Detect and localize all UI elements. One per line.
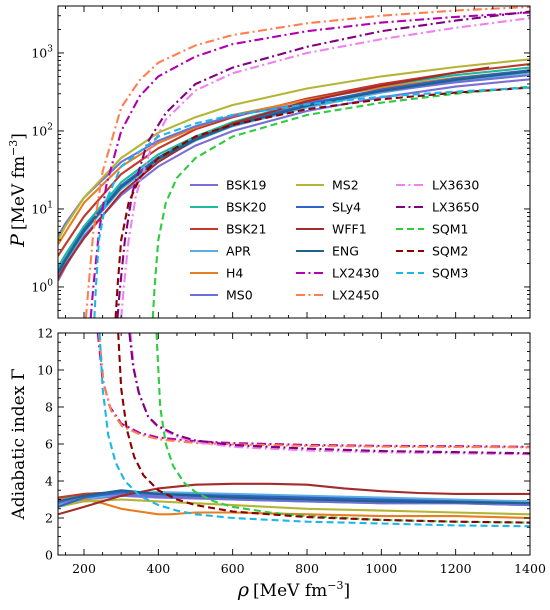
adiabatic-line-lx2450: [97, 333, 530, 449]
adiabatic-y-tick-label: 8: [45, 400, 53, 415]
adiabatic-series-lines: [58, 333, 530, 528]
legend-label-bsk19: BSK19: [226, 178, 266, 193]
adiabatic-y-tick-label: 0: [45, 548, 53, 563]
density-x-tick-label: 1000: [365, 561, 397, 576]
adiabatic-line-lx3630: [129, 333, 530, 456]
adiabatic-x-ticks: 200 400 600 800 1000 1200 1400: [64, 333, 546, 576]
pressure-line-sqm1: [151, 85, 530, 318]
pressure-line-h4: [58, 69, 530, 246]
density-x-tick-label: 800: [295, 561, 319, 576]
legend-label-lx3650: LX3650: [432, 200, 479, 215]
pressure-y-tick-label: 100: [31, 278, 53, 294]
legend-label-bsk21: BSK21: [226, 222, 266, 237]
legend-label-sly4: SLy4: [332, 200, 361, 215]
legend-label-sqm1: SQM1: [432, 222, 469, 237]
legend: BSK19 BSK20 BSK21 APR H4 MS0 MS2 SLy4 WFF1 ENG LX2…: [190, 178, 479, 303]
pressure-line-ms2: [58, 58, 530, 241]
adiabatic-line-wff1: [58, 482, 530, 516]
adiabatic-line-sqm1: [155, 333, 530, 524]
legend-label-ms2: MS2: [332, 178, 359, 193]
pressure-panel: 100 101 102 103 BSK19 BSK20 BSK21 APR H4 MS0 MS2 S…: [7, 5, 531, 319]
legend-label-h4: H4: [226, 266, 243, 281]
pressure-y-ticks: 100 101 102 103: [31, 5, 530, 319]
density-x-axis-title: ρ [MeV fm−3]: [237, 579, 350, 601]
adiabatic-y-ticks: 0 2 4 6 8 10 12: [37, 326, 530, 563]
pressure-line-sqm3: [93, 86, 530, 318]
pressure-line-lx2430: [89, 11, 530, 318]
pressure-line-bsk21: [58, 63, 530, 257]
adiabatic-line-apr: [58, 491, 530, 507]
pressure-line-bsk20: [58, 66, 530, 268]
legend-label-sqm3: SQM3: [432, 266, 469, 281]
legend-label-lx2430: LX2430: [332, 266, 379, 281]
pressure-line-eng: [58, 70, 530, 274]
adiabatic-y-tick-label: 4: [45, 474, 53, 489]
adiabatic-line-ms2: [58, 498, 530, 516]
pressure-y-axis-title: P[MeV fm−3]: [7, 133, 29, 248]
density-x-tick-label: 400: [146, 561, 170, 576]
pressure-y-tick-label: 103: [31, 44, 53, 60]
adiabatic-line-sly4: [58, 491, 530, 508]
legend-label-apr: APR: [226, 244, 251, 259]
pressure-series-lines: [58, 6, 530, 318]
pressure-x-ticks: [64, 6, 531, 318]
adiabatic-y-tick-label: 2: [45, 511, 53, 526]
adiabatic-y-axis-title: Adiabatic index Γ: [9, 368, 29, 520]
density-x-tick-label: 200: [72, 561, 96, 576]
density-x-tick-label: 1400: [514, 561, 546, 576]
density-x-tick-label: 600: [221, 561, 245, 576]
legend-label-wff1: WFF1: [332, 222, 367, 237]
pressure-line-lx3650: [116, 10, 530, 318]
adiabatic-line-sqm2: [117, 333, 530, 524]
legend-label-bsk20: BSK20: [226, 200, 266, 215]
adiabatic-line-lx3650: [128, 333, 530, 455]
adiabatic-y-tick-label: 12: [37, 326, 53, 341]
pressure-y-tick-label: 102: [31, 122, 53, 138]
adiabatic-line-sqm3: [98, 333, 530, 528]
legend-label-ms0: MS0: [226, 288, 253, 303]
adiabatic-line-lx2430: [96, 333, 530, 448]
pressure-y-tick-label: 101: [31, 200, 53, 216]
pressure-line-lx3630: [120, 17, 530, 318]
pressure-line-sqm2: [114, 86, 530, 318]
pressure-line-lx2450: [84, 6, 530, 318]
adiabatic-line-eng: [58, 489, 530, 505]
legend-label-eng: ENG: [332, 244, 359, 259]
legend-label-sqm2: SQM2: [432, 244, 469, 259]
adiabatic-y-tick-label: 10: [37, 363, 53, 378]
adiabatic-index-panel: 0 2 4 6 8 10 12 200 400 600 800 1000 1200 1400 Adiab…: [9, 326, 546, 602]
legend-label-lx3630: LX3630: [432, 178, 479, 193]
adiabatic-y-tick-label: 6: [45, 437, 53, 452]
density-x-tick-label: 1200: [440, 561, 472, 576]
legend-label-lx2450: LX2450: [332, 288, 379, 303]
